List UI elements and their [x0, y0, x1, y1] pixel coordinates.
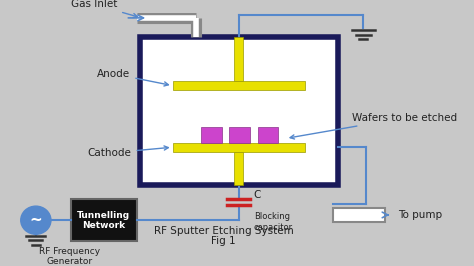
Text: Gas Inlet: Gas Inlet	[71, 0, 137, 18]
Bar	[173, 81, 305, 90]
Bar	[234, 37, 243, 81]
Circle shape	[21, 206, 51, 234]
Text: Blocking
capacitor: Blocking capacitor	[254, 212, 293, 232]
Text: Tunnelling
Network: Tunnelling Network	[77, 210, 130, 230]
Bar	[173, 143, 305, 152]
Text: Wafers to be etched: Wafers to be etched	[290, 113, 457, 139]
Text: RF Sputter Etching System: RF Sputter Etching System	[154, 226, 293, 236]
Text: Anode: Anode	[97, 69, 168, 86]
Bar	[257, 127, 278, 143]
Text: Cathode: Cathode	[88, 146, 168, 158]
Bar	[71, 199, 137, 241]
Text: Fig 1: Fig 1	[211, 236, 236, 246]
Text: C: C	[254, 190, 261, 200]
Text: ~: ~	[29, 213, 42, 228]
Bar	[333, 208, 385, 222]
Bar	[140, 37, 337, 185]
Text: To pump: To pump	[398, 210, 442, 220]
Bar	[201, 127, 222, 143]
Bar	[229, 127, 250, 143]
Bar	[234, 152, 243, 185]
Text: RF Frequency
Generator: RF Frequency Generator	[39, 247, 100, 266]
